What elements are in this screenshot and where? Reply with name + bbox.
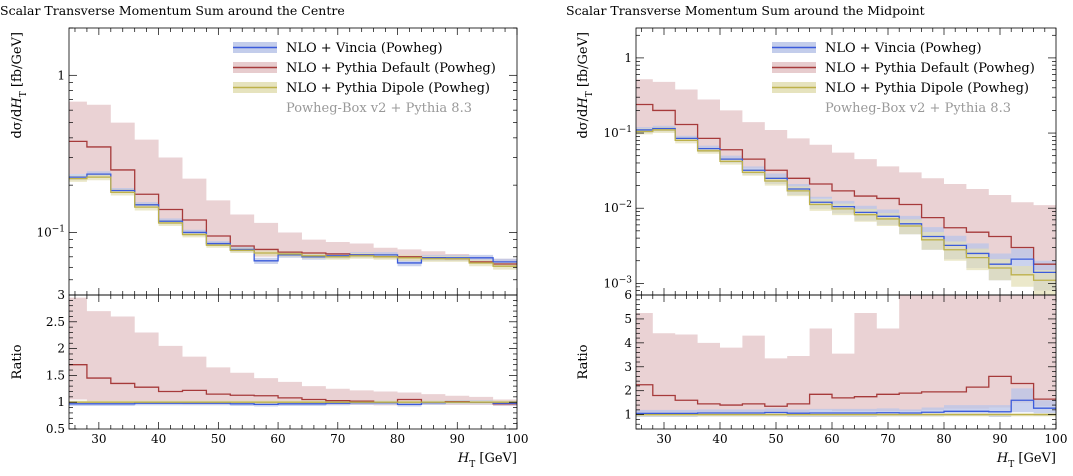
x-axis-label-sub: T — [1008, 460, 1014, 470]
y-axis-label-unit: [fb/GeV] — [10, 32, 25, 91]
y-tick-label: 10−1 — [36, 224, 65, 239]
ratio-plot — [636, 295, 1056, 418]
ratio-tick-label: 3 — [624, 360, 632, 374]
x-axis-label-var: H — [996, 451, 1009, 466]
ratio-tick-label: 5 — [624, 312, 632, 326]
line-dipole — [69, 176, 517, 267]
band-dipole — [636, 127, 1056, 295]
x-tick-label: 40 — [712, 432, 727, 446]
y-tick-label-base: 10 — [603, 201, 618, 215]
x-tick-label: 80 — [390, 432, 405, 446]
x-tick-label: 90 — [450, 432, 465, 446]
ratio-tick-label: 3 — [57, 288, 65, 302]
x-tick-label: 50 — [768, 432, 783, 446]
y-axis-label: dσ/dHT [fb/GeV] — [576, 32, 595, 139]
legend-label-dipole: NLO + Pythia Dipole (Powheg) — [286, 81, 490, 96]
x-tick-label: 40 — [151, 432, 166, 446]
y-tick-label: 10−3 — [603, 275, 632, 290]
main-plot — [636, 79, 1056, 295]
x-tick-label: 100 — [1045, 432, 1068, 446]
x-axis-label: HT [GeV] — [457, 451, 517, 470]
y-tick-label-exp: −1 — [52, 224, 65, 234]
y-tick-label-exp: −3 — [619, 275, 633, 285]
x-tick-label: 90 — [992, 432, 1007, 446]
x-tick-label: 60 — [270, 432, 285, 446]
y-tick-label-exp: −1 — [619, 125, 632, 135]
ratio-tick-label: 2.5 — [46, 315, 65, 329]
ratio-band-default — [636, 295, 1056, 415]
panel-title: Scalar Transverse Momentum Sum around th… — [566, 3, 925, 18]
legend-note: Powheg-Box v2 + Pythia 8.3 — [286, 101, 472, 116]
ratio-tick-label: 6 — [624, 288, 632, 302]
ratio-frame — [68, 294, 518, 430]
ratio-tick-label: 1 — [624, 408, 632, 422]
ratio-band-default — [69, 297, 517, 406]
legend-label-vincia: NLO + Vincia (Powheg) — [825, 41, 982, 56]
x-axis-label-var: H — [457, 451, 470, 466]
ratio-tick-label: 1 — [57, 395, 65, 409]
line-dipole — [636, 129, 1056, 281]
legend-label-dipole: NLO + Pythia Dipole (Powheg) — [825, 81, 1029, 96]
x-axis-label-unit: [GeV] — [1014, 451, 1056, 466]
main-plot — [69, 101, 517, 270]
x-tick-label: 70 — [880, 432, 895, 446]
legend-label-vincia: NLO + Vincia (Powheg) — [286, 41, 443, 56]
x-tick-label: 30 — [656, 432, 671, 446]
y-axis-label-sub: T — [585, 91, 595, 97]
x-tick-label: 80 — [936, 432, 951, 446]
ratio-plot — [69, 297, 517, 407]
y-axis-label-sub: T — [19, 91, 29, 97]
y-tick-label-exp: −2 — [619, 200, 632, 210]
y-axis-label-var: H — [10, 97, 25, 110]
y-axis-label-lead: dσ/d — [576, 109, 591, 139]
x-axis-label-sub: T — [469, 460, 475, 470]
ratio-band-vincia — [636, 388, 1056, 418]
y-tick-label: 10−1 — [603, 125, 632, 140]
ratio-line-default — [636, 375, 1056, 407]
y-tick-label: 1 — [57, 68, 65, 82]
y-tick-label: 10−2 — [603, 200, 632, 215]
ratio-tick-label: 2 — [624, 384, 632, 398]
y-tick-label-base: 10 — [603, 276, 618, 290]
line-default — [636, 103, 1056, 265]
x-tick-label: 30 — [91, 432, 106, 446]
y-axis-label: dσ/dHT [fb/GeV] — [10, 32, 29, 139]
ratio-tick-label: 2 — [57, 342, 65, 356]
legend-note: Powheg-Box v2 + Pythia 8.3 — [825, 101, 1011, 116]
band-default — [69, 101, 517, 267]
legend-label-default: NLO + Pythia Default (Powheg) — [286, 61, 496, 76]
x-tick-label: 60 — [824, 432, 839, 446]
band-default — [636, 79, 1056, 271]
x-tick-label: 70 — [330, 432, 345, 446]
x-axis-label: HT [GeV] — [996, 451, 1056, 470]
x-axis-label-unit: [GeV] — [475, 451, 517, 466]
y-axis-label-unit: [fb/GeV] — [576, 32, 591, 91]
ratio-tick-label: 1.5 — [46, 368, 65, 382]
x-tick-label: 50 — [211, 432, 226, 446]
ratio-line-vincia — [636, 399, 1056, 415]
panel-title: Scalar Transverse Momentum Sum around th… — [0, 3, 345, 18]
ratio-axis-label: Ratio — [10, 344, 25, 379]
line-vincia — [636, 127, 1056, 274]
panel-1: Scalar Transverse Momentum Sum around th… — [0, 3, 528, 470]
y-tick-label-base: 10 — [603, 126, 618, 140]
ratio-axis-label: Ratio — [576, 344, 591, 379]
y-tick-label-base: 10 — [36, 225, 51, 239]
y-axis-label-var: H — [576, 97, 591, 110]
legend-label-default: NLO + Pythia Default (Powheg) — [825, 61, 1035, 76]
panel-2: Scalar Transverse Momentum Sum around th… — [566, 3, 1067, 470]
ratio-tick-label: 0.5 — [46, 422, 65, 436]
y-tick-label: 1 — [624, 51, 632, 65]
y-axis-label-lead: dσ/d — [10, 109, 25, 139]
ratio-tick-label: 4 — [624, 336, 632, 350]
x-tick-label: 100 — [506, 432, 529, 446]
